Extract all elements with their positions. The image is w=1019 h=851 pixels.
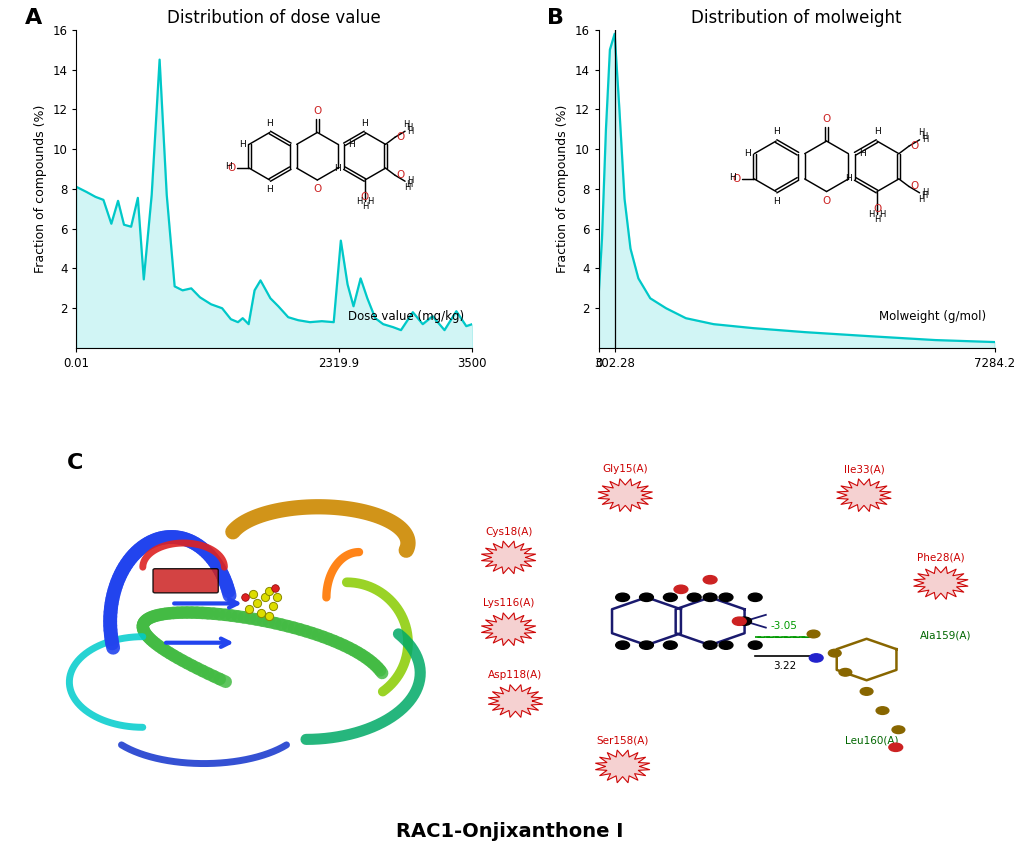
Circle shape xyxy=(662,641,677,649)
Circle shape xyxy=(702,593,716,602)
Polygon shape xyxy=(595,750,649,783)
Circle shape xyxy=(806,630,819,638)
FancyBboxPatch shape xyxy=(153,568,218,593)
Circle shape xyxy=(639,641,653,649)
Polygon shape xyxy=(597,479,652,511)
Y-axis label: Fraction of compounds (%): Fraction of compounds (%) xyxy=(34,105,47,273)
Text: Phe28(A): Phe28(A) xyxy=(916,552,964,563)
Circle shape xyxy=(639,593,653,602)
Circle shape xyxy=(615,641,629,649)
Polygon shape xyxy=(836,479,891,511)
Circle shape xyxy=(674,585,687,593)
Point xyxy=(261,608,277,622)
Circle shape xyxy=(687,593,700,602)
Text: 3.22: 3.22 xyxy=(772,661,795,671)
Circle shape xyxy=(875,706,888,715)
Circle shape xyxy=(615,593,629,602)
Text: B: B xyxy=(547,8,564,27)
Point xyxy=(245,587,261,601)
Text: Lys116(A): Lys116(A) xyxy=(482,598,534,608)
Circle shape xyxy=(718,593,733,602)
Text: Dose value (mg/kg): Dose value (mg/kg) xyxy=(347,310,464,323)
Circle shape xyxy=(892,726,904,734)
Circle shape xyxy=(859,688,872,695)
Point xyxy=(261,585,277,598)
Circle shape xyxy=(827,649,841,657)
Circle shape xyxy=(662,593,677,602)
Circle shape xyxy=(808,654,822,662)
Polygon shape xyxy=(481,541,535,574)
Circle shape xyxy=(737,617,751,625)
Polygon shape xyxy=(488,685,542,717)
Circle shape xyxy=(888,743,902,751)
Text: Cys18(A): Cys18(A) xyxy=(484,527,532,537)
Text: RAC1-Onjixanthone I: RAC1-Onjixanthone I xyxy=(396,822,623,841)
Circle shape xyxy=(748,641,761,649)
Polygon shape xyxy=(913,567,967,599)
Circle shape xyxy=(702,641,716,649)
Point xyxy=(236,591,253,604)
Text: C: C xyxy=(67,453,84,473)
Text: Ser158(A): Ser158(A) xyxy=(596,735,648,745)
Y-axis label: Fraction of compounds (%): Fraction of compounds (%) xyxy=(555,105,569,273)
Text: Ala159(A): Ala159(A) xyxy=(919,631,971,640)
Text: Asp118(A): Asp118(A) xyxy=(488,671,542,680)
Text: Leu160(A): Leu160(A) xyxy=(845,735,898,745)
Point xyxy=(267,581,283,595)
Point xyxy=(269,591,285,604)
Point xyxy=(257,591,273,604)
Point xyxy=(265,600,281,614)
Circle shape xyxy=(732,617,746,625)
Circle shape xyxy=(718,641,733,649)
Point xyxy=(253,606,269,620)
Text: Molweight (g/mol): Molweight (g/mol) xyxy=(878,310,985,323)
Text: A: A xyxy=(25,8,42,27)
Text: Gly15(A): Gly15(A) xyxy=(602,465,647,475)
Text: -3.05: -3.05 xyxy=(770,620,797,631)
Title: Distribution of dose value: Distribution of dose value xyxy=(167,9,381,27)
Point xyxy=(249,597,265,610)
Title: Distribution of molweight: Distribution of molweight xyxy=(691,9,901,27)
Point xyxy=(240,603,257,616)
Polygon shape xyxy=(481,613,535,646)
Circle shape xyxy=(839,669,851,676)
Text: Ile33(A): Ile33(A) xyxy=(843,465,883,475)
Circle shape xyxy=(702,575,716,584)
Circle shape xyxy=(748,593,761,602)
